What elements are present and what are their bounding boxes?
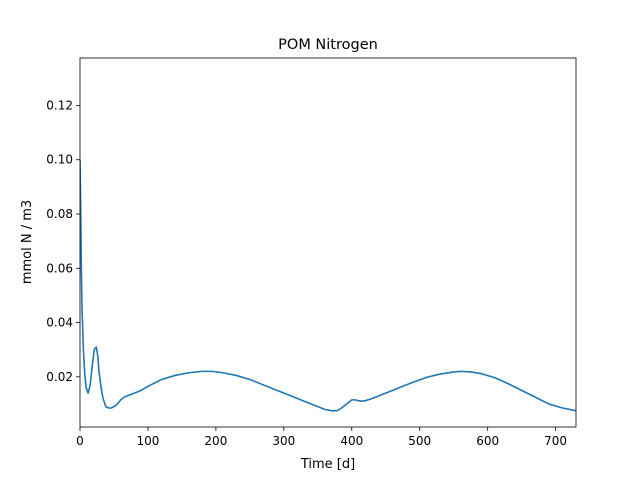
series-line-0 — [80, 159, 576, 412]
y-tick-label: 0.10 — [46, 153, 73, 167]
y-axis: 0.02 0.04 0.06 0.08 0.10 0.12 — [46, 98, 80, 384]
x-tick-label: 100 — [136, 434, 159, 448]
plot-frame — [79, 57, 577, 428]
y-tick-label: 0.02 — [46, 370, 73, 384]
y-tick-label: 0.08 — [46, 207, 73, 221]
x-tick-label: 0 — [76, 434, 84, 448]
x-tick-label: 300 — [272, 434, 295, 448]
plot-area — [80, 159, 576, 412]
y-tick-label: 0.04 — [46, 316, 73, 330]
chart-title: POM Nitrogen — [278, 37, 378, 53]
x-tick-label: 400 — [340, 434, 363, 448]
y-tick-label: 0.12 — [46, 98, 73, 112]
x-axis: 0 100 200 300 400 500 600 700 — [76, 427, 567, 448]
x-tick-label: 500 — [408, 434, 431, 448]
x-tick-label: 200 — [204, 434, 227, 448]
x-axis-label: Time [d] — [300, 457, 355, 472]
y-tick-label: 0.06 — [46, 261, 73, 275]
x-tick-label: 600 — [476, 434, 499, 448]
y-axis-label: mmol N / m3 — [20, 200, 35, 284]
x-tick-label: 700 — [544, 434, 567, 448]
